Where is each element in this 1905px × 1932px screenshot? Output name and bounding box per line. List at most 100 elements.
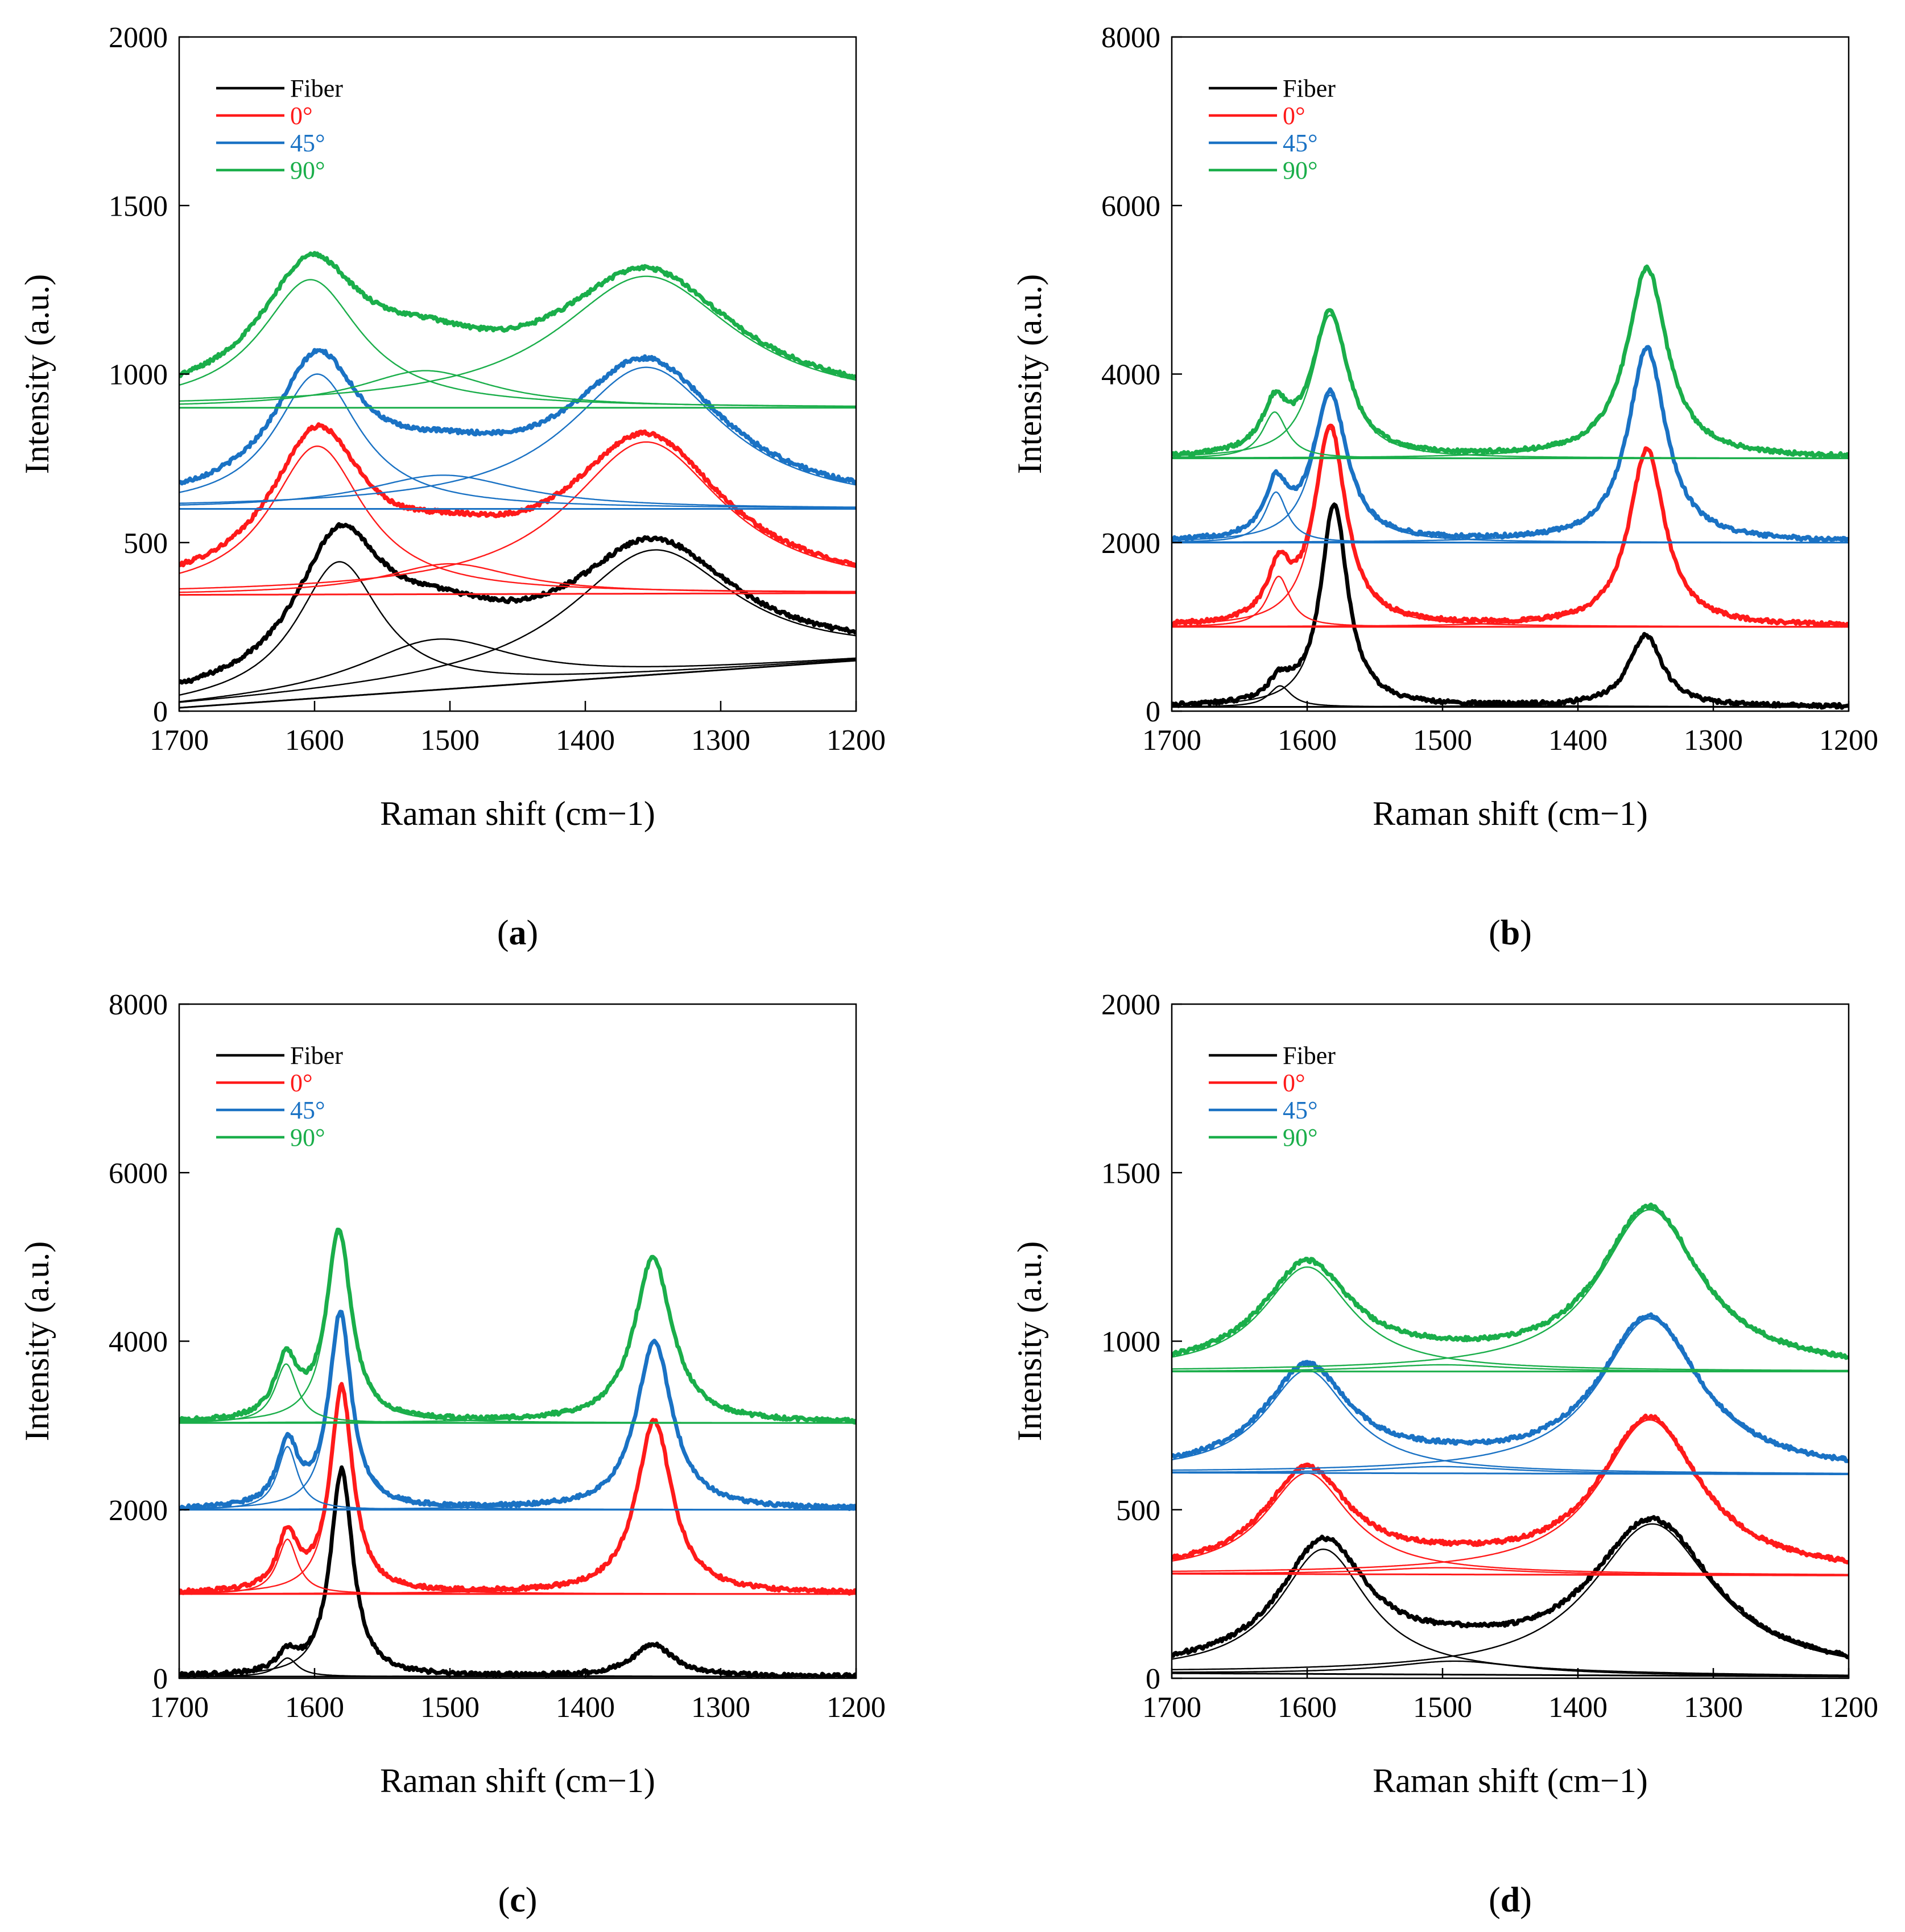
- series-90deg-spectrum: [1172, 264, 1849, 459]
- series-fiber-spectrum: [1172, 1515, 1849, 1659]
- x-tick-label: 1300: [691, 1691, 750, 1724]
- y-tick-label: 0: [1146, 696, 1160, 728]
- series-90deg-component-1: [1172, 1266, 1849, 1372]
- x-tick-label: 1400: [1548, 724, 1608, 757]
- y-axis-title: Intensity (a.u.): [1011, 274, 1048, 474]
- x-tick-label: 1300: [1684, 724, 1743, 757]
- series-fiber-component-3: [1172, 634, 1849, 708]
- series-90deg-component-2: [1172, 314, 1849, 459]
- y-tick-label: 2000: [1101, 527, 1160, 560]
- x-tick-label: 1500: [420, 724, 480, 757]
- series-90deg-component-3: [179, 275, 856, 402]
- x-tick-label: 1300: [691, 724, 750, 757]
- panel-a: 1700 1600 1500 1400 1300 1200 0 500 1000 1500 2000…: [18, 22, 886, 952]
- legend-label: 45°: [1283, 129, 1318, 157]
- series-0deg-component-3: [1172, 1419, 1849, 1572]
- series-45deg-fit: [179, 1310, 856, 1509]
- plot-area: [1172, 1202, 1849, 1678]
- series-90deg-fit: [1172, 267, 1849, 456]
- series-fiber-component-3: [179, 549, 856, 703]
- legend-label: Fiber: [1283, 1042, 1336, 1070]
- y-tick-label: 4000: [109, 1326, 168, 1359]
- series-90deg-component-2: [179, 370, 856, 407]
- y-axis-title: Intensity (a.u.): [18, 274, 56, 474]
- series-90deg-spectrum: [1172, 1202, 1849, 1360]
- x-tick-label: 1500: [1413, 724, 1472, 757]
- y-tick-label: 0: [153, 696, 168, 728]
- legend-label: 0°: [1283, 1069, 1305, 1097]
- series-90deg-component-2: [179, 1232, 856, 1424]
- legend-label: 45°: [290, 129, 325, 157]
- x-tick-label: 1700: [150, 1691, 209, 1724]
- legend-label: 45°: [290, 1096, 325, 1124]
- y-tick-label: 500: [1116, 1495, 1160, 1527]
- series-0deg-fit: [1172, 423, 1849, 626]
- series-0deg-component-2: [1172, 1567, 1849, 1576]
- series-fiber-spectrum: [179, 522, 856, 685]
- y-tick-label: 1000: [1101, 1326, 1160, 1359]
- series-0deg-baseline: [179, 592, 856, 596]
- series-fiber-fit: [179, 523, 856, 684]
- x-tick-label: 1500: [1413, 1691, 1472, 1724]
- series-45deg-spectrum: [179, 348, 856, 486]
- y-tick-label: 4000: [1101, 359, 1160, 391]
- series-0deg-spectrum: [179, 422, 856, 568]
- legend-label: 0°: [290, 1069, 313, 1097]
- series-0deg-component-2: [179, 563, 856, 593]
- series-fiber-spectrum: [179, 1465, 856, 1678]
- panel-label: (a): [497, 914, 538, 952]
- plot-frame: [178, 1003, 857, 1679]
- series-90deg-fit: [179, 254, 856, 378]
- series-45deg-component-2: [1172, 394, 1849, 543]
- y-tick-label: 0: [153, 1663, 168, 1695]
- legend-label: 90°: [1283, 156, 1318, 184]
- y-tick-label: 8000: [1101, 22, 1160, 54]
- series-90deg-component-1: [179, 279, 856, 407]
- x-tick-label: 1200: [827, 724, 886, 757]
- y-tick-label: 500: [123, 527, 168, 560]
- x-tick-label: 1600: [285, 724, 344, 757]
- panel-label: (b): [1489, 914, 1532, 952]
- x-axis-title: Raman shift (cm−1): [1373, 795, 1648, 832]
- series-fiber-baseline: [1172, 1672, 1849, 1678]
- y-tick-label: 1000: [109, 359, 168, 391]
- series-45deg-component-2: [179, 474, 856, 508]
- x-tick-label: 1700: [150, 724, 209, 757]
- legend-label: Fiber: [1283, 75, 1336, 102]
- series-0deg-component-1: [1172, 1472, 1849, 1575]
- series-45deg-spectrum: [179, 1310, 856, 1511]
- y-tick-label: 0: [1146, 1663, 1160, 1695]
- panel-label: (c): [498, 1881, 538, 1919]
- series-0deg-component-2: [1172, 428, 1849, 628]
- series-90deg-spectrum: [179, 1227, 856, 1425]
- series-fiber-spectrum: [1172, 502, 1849, 710]
- series-fiber-component-2: [1172, 1660, 1849, 1677]
- series-fiber-component-2: [179, 638, 856, 703]
- panel-d: 1700 1600 1500 1400 1300 1200 0 500 1000 1500 2000…: [1011, 989, 1878, 1919]
- x-tick-label: 1400: [1548, 1691, 1608, 1724]
- y-tick-label: 2000: [109, 22, 168, 54]
- legend-label: 45°: [1283, 1096, 1318, 1124]
- x-tick-label: 1600: [285, 1691, 344, 1724]
- x-tick-label: 1600: [1278, 724, 1337, 757]
- series-0deg-spectrum: [1172, 1413, 1849, 1564]
- plot-frame: [1171, 36, 1850, 712]
- series-45deg-component-1: [1172, 1369, 1849, 1475]
- panel-b: 1700 1600 1500 1400 1300 1200 0 2000 4000 6000 800…: [1011, 22, 1878, 952]
- series-0deg-spectrum: [179, 1382, 856, 1596]
- x-tick-label: 1400: [556, 1691, 615, 1724]
- series-90deg-fit: [179, 1228, 856, 1422]
- y-tick-label: 1500: [109, 190, 168, 222]
- y-tick-label: 1500: [1101, 1157, 1160, 1190]
- x-tick-label: 1300: [1684, 1691, 1743, 1724]
- plot-area: [179, 251, 856, 709]
- x-axis-title: Raman shift (cm−1): [1373, 1762, 1648, 1799]
- legend-label: 90°: [290, 156, 325, 184]
- x-axis-title: Raman shift (cm−1): [380, 1762, 655, 1799]
- series-45deg-component-2: [179, 1315, 856, 1510]
- x-tick-label: 1600: [1278, 1691, 1337, 1724]
- series-45deg-fit: [1172, 347, 1849, 541]
